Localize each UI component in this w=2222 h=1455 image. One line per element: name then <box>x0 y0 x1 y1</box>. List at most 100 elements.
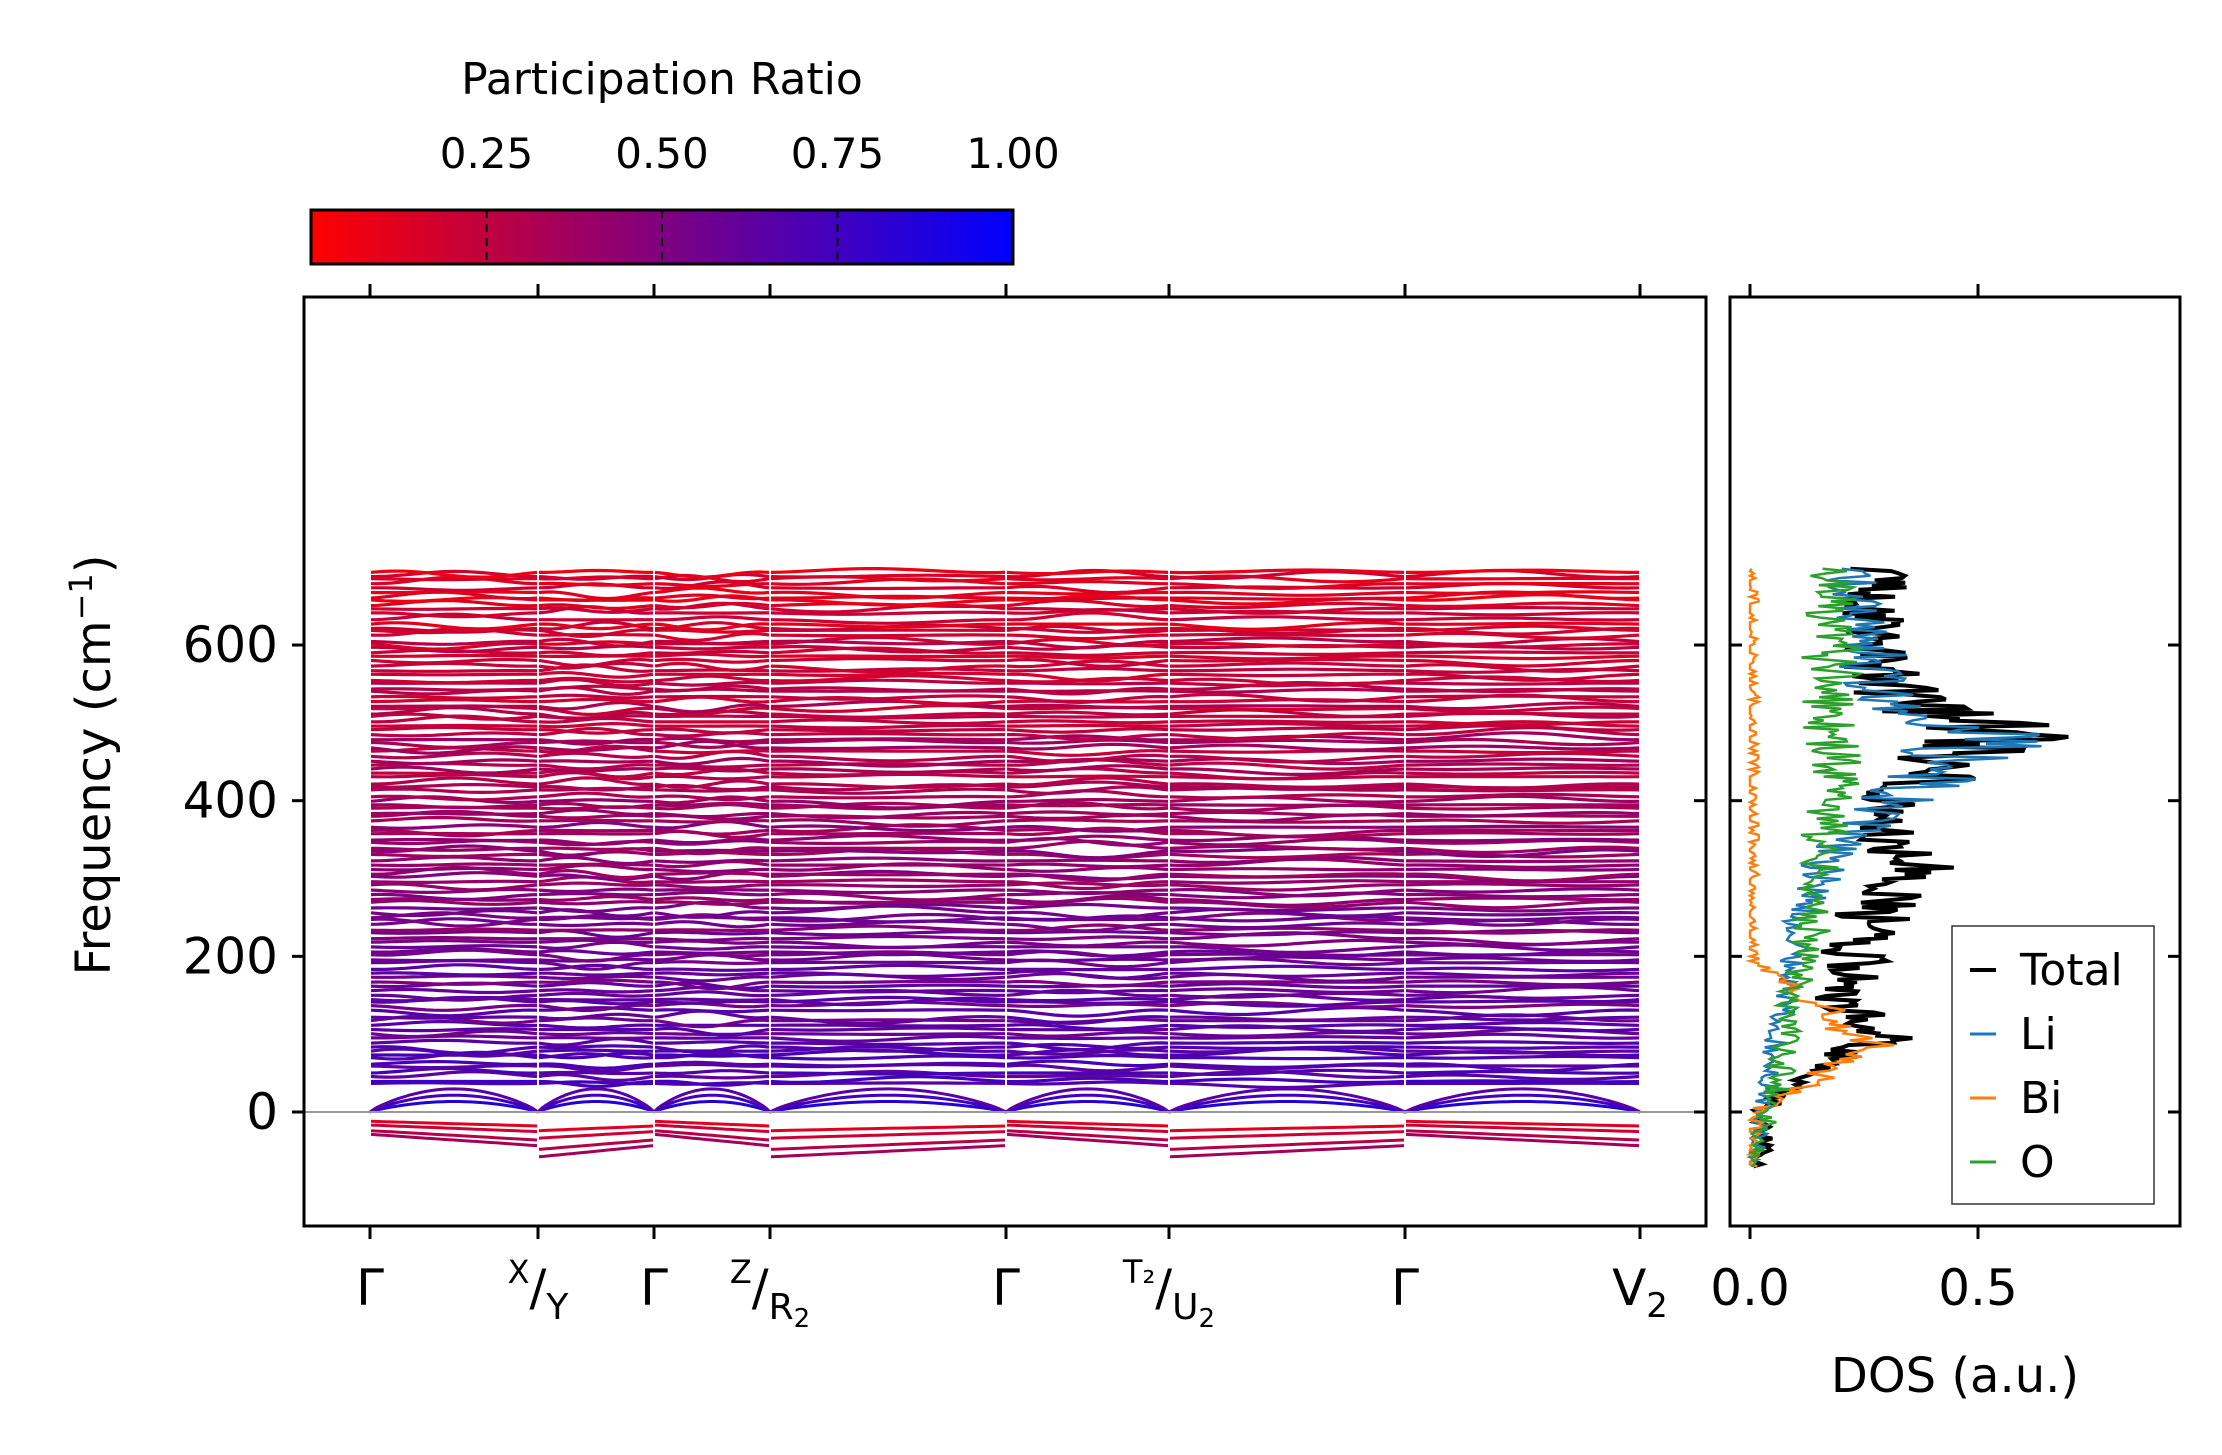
band-line <box>1405 979 1640 987</box>
acoustic-band-line <box>653 1100 771 1114</box>
band-line <box>654 990 770 998</box>
band-line <box>538 940 654 950</box>
band-line <box>1006 727 1169 734</box>
band-line <box>370 687 538 692</box>
band-line <box>654 930 770 936</box>
band-line <box>654 967 770 972</box>
band-line <box>1006 633 1168 641</box>
band-line <box>538 763 654 771</box>
band-line <box>770 810 1006 820</box>
band-line <box>1169 606 1405 615</box>
band-line <box>1406 654 1640 661</box>
band-line <box>1405 993 1640 1000</box>
colorbar-tick-label: 0.75 <box>791 129 885 178</box>
band-line <box>770 988 1006 994</box>
band-line <box>538 921 654 928</box>
band-line <box>370 1015 538 1020</box>
band-line <box>1405 887 1640 894</box>
band-line <box>1405 1062 1640 1073</box>
band-line <box>538 1062 654 1070</box>
acoustic-band-line <box>653 1093 771 1114</box>
dos-x-tick-label: 0.0 <box>1710 1259 1790 1317</box>
band-line <box>1405 831 1640 836</box>
acoustic-band-line <box>1005 1100 1170 1114</box>
band-line <box>1169 945 1405 955</box>
band-line <box>770 622 1006 629</box>
band-line <box>370 882 538 892</box>
band-line <box>1406 906 1639 913</box>
band-line <box>771 1041 1005 1046</box>
band-line <box>1169 770 1405 781</box>
band-line <box>654 1026 770 1037</box>
band-line <box>371 963 538 971</box>
band-line <box>770 983 1006 989</box>
band-line <box>370 846 537 852</box>
band-line <box>370 611 538 619</box>
band-line <box>1405 1002 1640 1009</box>
band-line <box>1405 863 1640 869</box>
band-line <box>1006 611 1169 622</box>
band-line <box>1169 883 1405 892</box>
imaginary-band-line <box>1006 1119 1169 1128</box>
y-axis-label-main: Frequency (cm <box>66 620 122 975</box>
band-line <box>1169 991 1405 999</box>
band-line <box>370 751 538 760</box>
band-line <box>1169 887 1405 898</box>
band-line <box>1169 867 1405 872</box>
band-line <box>1169 810 1405 817</box>
band-line <box>539 846 654 851</box>
band-line <box>770 1026 1006 1032</box>
band-line <box>1006 749 1169 757</box>
band-line <box>654 756 770 766</box>
band-line <box>654 819 770 824</box>
band-line <box>770 883 1006 889</box>
band-line <box>538 767 654 773</box>
band-line <box>1006 957 1169 963</box>
band-line <box>538 1031 654 1037</box>
dos-plot-frame <box>1728 295 2182 1228</box>
band-line <box>654 900 769 910</box>
band-line <box>770 848 1006 855</box>
band-line <box>654 1069 770 1076</box>
band-line <box>370 783 538 789</box>
band-line <box>1169 906 1404 913</box>
imaginary-band-line <box>538 1144 654 1159</box>
band-line <box>538 953 654 963</box>
band-line <box>770 712 1006 719</box>
y-tick-label: 0 <box>246 1083 278 1141</box>
band-line <box>370 938 538 944</box>
band-line <box>1170 819 1404 824</box>
band-line <box>1006 569 1169 576</box>
band-line <box>1169 938 1405 948</box>
band-line <box>1405 794 1640 804</box>
band-line <box>1006 894 1169 904</box>
band-line <box>1006 1015 1169 1026</box>
band-line <box>1170 706 1404 712</box>
band-line <box>1006 776 1169 787</box>
band-line <box>1006 568 1169 579</box>
band-line <box>1006 1054 1169 1060</box>
band-line <box>1169 641 1405 649</box>
band-line <box>370 1027 538 1033</box>
band-line <box>771 654 1006 659</box>
band-line <box>654 586 770 595</box>
band-line <box>1169 574 1405 584</box>
band-line <box>1169 930 1405 937</box>
y-tick-label: 400 <box>183 772 278 830</box>
band-line <box>770 674 1006 683</box>
band-line <box>370 1003 538 1012</box>
band-line <box>1170 1040 1405 1045</box>
band-line <box>538 700 654 711</box>
band-line <box>770 916 1006 924</box>
band-line <box>1007 858 1168 863</box>
band-line <box>1169 793 1405 800</box>
band-line <box>770 902 1006 911</box>
band-line <box>538 988 654 994</box>
band-line <box>370 776 538 786</box>
band-line <box>1006 818 1169 824</box>
band-line <box>770 646 1006 655</box>
band-line <box>1006 686 1169 696</box>
band-line <box>370 577 537 582</box>
band-line <box>1006 862 1169 869</box>
